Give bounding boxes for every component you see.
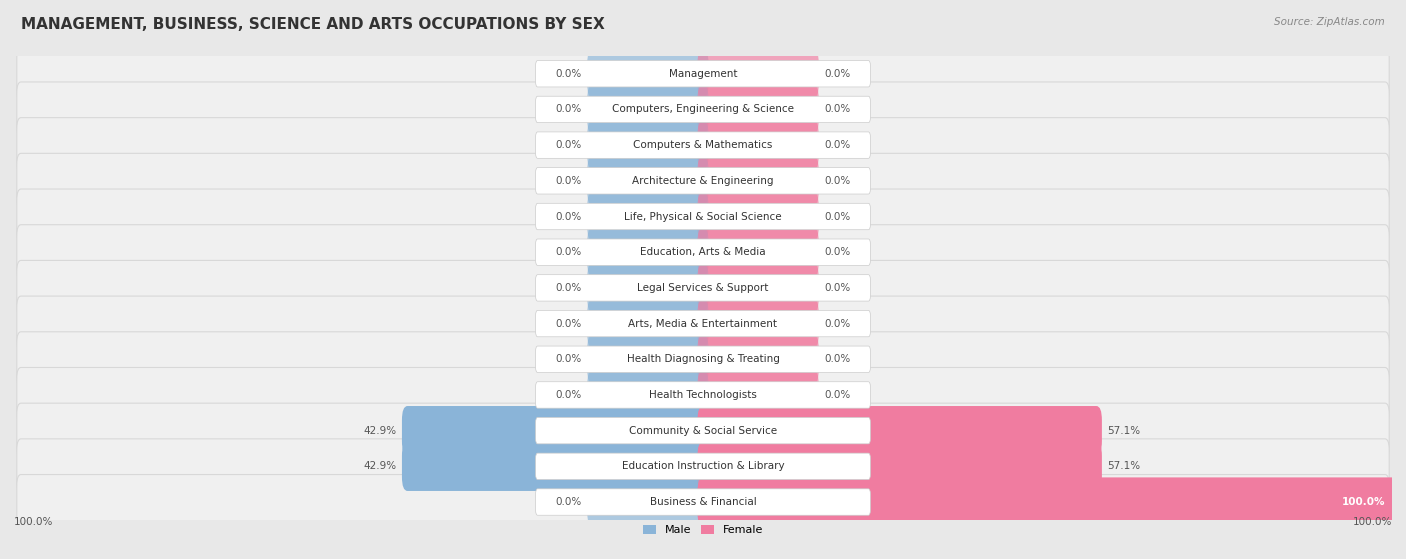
FancyBboxPatch shape [536,96,870,122]
Text: 100.0%: 100.0% [14,517,53,527]
FancyBboxPatch shape [697,477,1398,527]
Text: 0.0%: 0.0% [824,283,851,293]
FancyBboxPatch shape [17,46,1389,101]
FancyBboxPatch shape [17,82,1389,137]
FancyBboxPatch shape [697,192,818,241]
Text: 0.0%: 0.0% [824,105,851,115]
FancyBboxPatch shape [697,49,818,98]
FancyBboxPatch shape [697,370,818,420]
Text: 0.0%: 0.0% [555,390,582,400]
FancyBboxPatch shape [697,442,1102,491]
FancyBboxPatch shape [536,346,870,372]
FancyBboxPatch shape [588,370,709,420]
FancyBboxPatch shape [536,453,870,480]
Text: 0.0%: 0.0% [555,211,582,221]
FancyBboxPatch shape [588,299,709,348]
Text: 0.0%: 0.0% [824,176,851,186]
FancyBboxPatch shape [697,85,818,134]
Text: Legal Services & Support: Legal Services & Support [637,283,769,293]
Text: 0.0%: 0.0% [555,354,582,364]
Text: 42.9%: 42.9% [363,425,396,435]
Text: Computers, Engineering & Science: Computers, Engineering & Science [612,105,794,115]
FancyBboxPatch shape [536,60,870,87]
FancyBboxPatch shape [588,335,709,384]
Text: 57.1%: 57.1% [1108,461,1140,471]
FancyBboxPatch shape [588,85,709,134]
Text: Management: Management [669,69,737,79]
Text: 0.0%: 0.0% [824,390,851,400]
FancyBboxPatch shape [536,239,870,266]
FancyBboxPatch shape [697,335,818,384]
FancyBboxPatch shape [17,367,1389,423]
FancyBboxPatch shape [536,132,870,158]
FancyBboxPatch shape [17,403,1389,458]
Text: 0.0%: 0.0% [824,319,851,329]
FancyBboxPatch shape [536,382,870,408]
Text: 0.0%: 0.0% [555,69,582,79]
FancyBboxPatch shape [17,439,1389,494]
FancyBboxPatch shape [17,189,1389,244]
FancyBboxPatch shape [536,418,870,444]
Text: Health Diagnosing & Treating: Health Diagnosing & Treating [627,354,779,364]
Text: Architecture & Engineering: Architecture & Engineering [633,176,773,186]
Text: 0.0%: 0.0% [555,247,582,257]
FancyBboxPatch shape [588,49,709,98]
FancyBboxPatch shape [402,442,709,491]
Text: Computers & Mathematics: Computers & Mathematics [633,140,773,150]
FancyBboxPatch shape [17,475,1389,529]
FancyBboxPatch shape [17,296,1389,351]
FancyBboxPatch shape [17,332,1389,387]
Text: 0.0%: 0.0% [555,283,582,293]
FancyBboxPatch shape [697,406,1102,455]
FancyBboxPatch shape [588,156,709,206]
FancyBboxPatch shape [697,263,818,312]
FancyBboxPatch shape [536,310,870,337]
Text: 0.0%: 0.0% [824,140,851,150]
Text: 0.0%: 0.0% [555,140,582,150]
FancyBboxPatch shape [402,406,709,455]
Text: 0.0%: 0.0% [555,176,582,186]
Legend: Male, Female: Male, Female [638,520,768,540]
FancyBboxPatch shape [588,263,709,312]
FancyBboxPatch shape [697,121,818,170]
Text: Education, Arts & Media: Education, Arts & Media [640,247,766,257]
FancyBboxPatch shape [588,477,709,527]
FancyBboxPatch shape [536,274,870,301]
FancyBboxPatch shape [536,489,870,515]
Text: Business & Financial: Business & Financial [650,497,756,507]
Text: 0.0%: 0.0% [824,211,851,221]
Text: 0.0%: 0.0% [555,497,582,507]
Text: Arts, Media & Entertainment: Arts, Media & Entertainment [628,319,778,329]
FancyBboxPatch shape [536,203,870,230]
FancyBboxPatch shape [17,153,1389,209]
Text: Community & Social Service: Community & Social Service [628,425,778,435]
Text: MANAGEMENT, BUSINESS, SCIENCE AND ARTS OCCUPATIONS BY SEX: MANAGEMENT, BUSINESS, SCIENCE AND ARTS O… [21,17,605,32]
Text: 0.0%: 0.0% [555,105,582,115]
FancyBboxPatch shape [588,121,709,170]
Text: Education Instruction & Library: Education Instruction & Library [621,461,785,471]
Text: Life, Physical & Social Science: Life, Physical & Social Science [624,211,782,221]
Text: 0.0%: 0.0% [824,69,851,79]
Text: Source: ZipAtlas.com: Source: ZipAtlas.com [1274,17,1385,27]
FancyBboxPatch shape [697,299,818,348]
Text: 0.0%: 0.0% [824,354,851,364]
Text: 0.0%: 0.0% [824,247,851,257]
FancyBboxPatch shape [588,192,709,241]
Text: 100.0%: 100.0% [1353,517,1392,527]
Text: 57.1%: 57.1% [1108,425,1140,435]
FancyBboxPatch shape [697,228,818,277]
FancyBboxPatch shape [17,117,1389,173]
FancyBboxPatch shape [588,228,709,277]
FancyBboxPatch shape [17,260,1389,315]
FancyBboxPatch shape [697,156,818,206]
Text: 0.0%: 0.0% [555,319,582,329]
FancyBboxPatch shape [17,225,1389,280]
Text: Health Technologists: Health Technologists [650,390,756,400]
Text: 42.9%: 42.9% [363,461,396,471]
Text: 100.0%: 100.0% [1341,497,1385,507]
FancyBboxPatch shape [536,168,870,194]
